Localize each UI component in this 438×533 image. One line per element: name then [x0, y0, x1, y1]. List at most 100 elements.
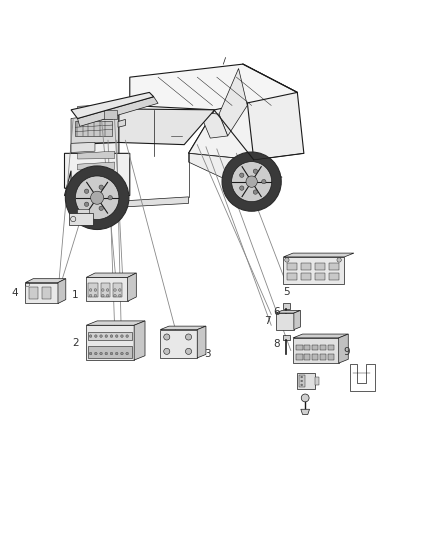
Polygon shape [294, 310, 300, 329]
Polygon shape [199, 112, 228, 138]
Circle shape [95, 335, 97, 337]
Circle shape [106, 289, 109, 292]
Circle shape [164, 349, 170, 354]
Polygon shape [71, 142, 119, 192]
Circle shape [114, 289, 116, 292]
Bar [320, 345, 326, 350]
Bar [42, 287, 51, 299]
Polygon shape [86, 321, 145, 325]
Circle shape [114, 294, 116, 297]
Circle shape [100, 335, 102, 337]
Circle shape [301, 380, 303, 382]
Circle shape [285, 258, 289, 262]
Circle shape [246, 176, 257, 187]
Bar [88, 346, 132, 358]
Bar [113, 282, 122, 297]
Circle shape [75, 176, 119, 220]
Polygon shape [69, 189, 121, 204]
Circle shape [89, 352, 92, 355]
Polygon shape [339, 334, 348, 363]
Circle shape [91, 191, 104, 204]
Circle shape [89, 294, 92, 297]
Bar [301, 273, 311, 280]
Bar [29, 287, 39, 299]
Circle shape [94, 289, 97, 292]
Circle shape [110, 352, 113, 355]
Polygon shape [160, 326, 206, 329]
Circle shape [120, 352, 123, 355]
Circle shape [261, 180, 266, 184]
Text: 7: 7 [265, 317, 271, 326]
Bar [101, 282, 110, 297]
Circle shape [89, 335, 92, 337]
Bar [104, 110, 117, 118]
Circle shape [185, 349, 191, 354]
Circle shape [85, 189, 89, 193]
Circle shape [185, 334, 191, 340]
Polygon shape [58, 279, 66, 303]
Polygon shape [71, 92, 154, 118]
Text: 2: 2 [72, 338, 79, 348]
Circle shape [232, 161, 272, 201]
Polygon shape [197, 326, 206, 358]
Polygon shape [315, 377, 319, 385]
Polygon shape [283, 253, 354, 257]
Bar [93, 106, 113, 118]
Circle shape [118, 289, 121, 292]
Circle shape [222, 152, 281, 211]
Polygon shape [78, 106, 93, 118]
Polygon shape [134, 321, 145, 360]
Bar [328, 354, 334, 360]
Polygon shape [64, 154, 130, 196]
Circle shape [301, 376, 303, 378]
Circle shape [105, 352, 108, 355]
Polygon shape [293, 338, 339, 363]
Circle shape [301, 394, 309, 402]
Bar [315, 273, 325, 280]
Bar [301, 263, 311, 270]
Polygon shape [78, 97, 158, 126]
Circle shape [126, 335, 128, 337]
Polygon shape [78, 173, 115, 181]
Polygon shape [69, 213, 93, 225]
Polygon shape [78, 151, 115, 159]
Polygon shape [283, 257, 344, 284]
Text: 8: 8 [273, 339, 280, 349]
Circle shape [253, 190, 258, 194]
Polygon shape [160, 329, 197, 358]
Bar [88, 332, 132, 341]
Circle shape [240, 173, 244, 177]
Bar [328, 263, 339, 270]
Text: 5: 5 [283, 287, 290, 297]
Bar [287, 263, 297, 270]
Polygon shape [73, 192, 88, 200]
Polygon shape [130, 64, 297, 110]
Circle shape [89, 289, 92, 292]
Circle shape [99, 185, 103, 189]
Circle shape [94, 294, 97, 297]
Polygon shape [77, 208, 89, 213]
Bar [287, 273, 297, 280]
Text: 4: 4 [11, 288, 18, 297]
Polygon shape [118, 119, 125, 127]
Circle shape [164, 334, 170, 340]
Circle shape [102, 289, 104, 292]
Circle shape [110, 335, 113, 337]
Polygon shape [283, 335, 290, 341]
Circle shape [100, 352, 102, 355]
Text: 3: 3 [204, 350, 211, 359]
Polygon shape [188, 64, 254, 160]
Circle shape [102, 294, 104, 297]
Circle shape [337, 258, 341, 262]
Text: 6: 6 [273, 307, 280, 317]
Polygon shape [283, 303, 290, 309]
Circle shape [240, 186, 244, 190]
Circle shape [116, 335, 118, 337]
Polygon shape [69, 197, 188, 210]
Polygon shape [71, 142, 95, 152]
Polygon shape [119, 109, 215, 144]
Circle shape [106, 294, 109, 297]
Circle shape [105, 335, 108, 337]
Polygon shape [188, 154, 282, 177]
Polygon shape [276, 310, 300, 313]
